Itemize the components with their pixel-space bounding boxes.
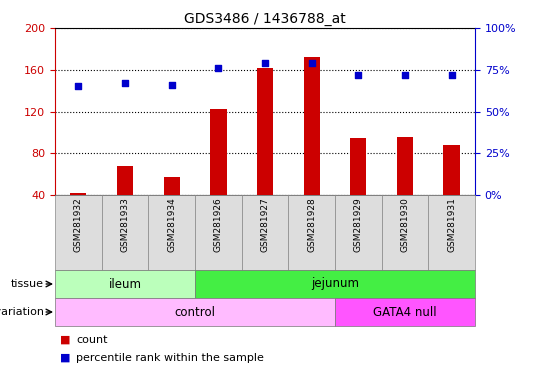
Bar [117,166,133,237]
Point [354,72,363,78]
Bar [210,109,226,237]
Bar [350,137,367,237]
Text: ■: ■ [60,353,71,363]
Bar [55,270,195,298]
Text: tissue: tissue [11,279,44,289]
Bar [335,195,382,270]
Point [447,72,456,78]
Bar [428,195,475,270]
Point [167,82,176,88]
Bar [55,298,335,326]
Bar [443,145,460,237]
Text: GSM281934: GSM281934 [167,197,176,252]
Bar [148,195,195,270]
Text: percentile rank within the sample: percentile rank within the sample [76,353,264,363]
Text: GSM281932: GSM281932 [74,197,83,252]
Bar [257,68,273,237]
Bar [397,137,413,237]
Bar [164,177,180,237]
Point [307,60,316,66]
Point [261,60,269,66]
Bar [242,195,288,270]
Point [120,80,129,86]
Text: ■: ■ [60,335,71,345]
Text: GSM281927: GSM281927 [260,197,269,252]
Bar [335,298,475,326]
Text: GSM281933: GSM281933 [120,197,130,252]
Bar [70,193,86,237]
Bar [288,195,335,270]
Text: GSM281931: GSM281931 [447,197,456,252]
Text: jejunum: jejunum [311,278,359,291]
Text: GATA4 null: GATA4 null [373,306,437,318]
Bar [102,195,148,270]
Text: genotype/variation: genotype/variation [0,307,44,317]
Text: count: count [76,335,107,345]
Text: ileum: ileum [109,278,141,291]
Title: GDS3486 / 1436788_at: GDS3486 / 1436788_at [184,12,346,26]
Bar [382,195,428,270]
Text: GSM281929: GSM281929 [354,197,363,252]
Point [214,65,222,71]
Bar [303,57,320,237]
Point [74,83,83,89]
Point [401,72,409,78]
Bar [195,270,475,298]
Text: GSM281930: GSM281930 [401,197,409,252]
Text: control: control [174,306,215,318]
Bar [195,195,242,270]
Text: GSM281928: GSM281928 [307,197,316,252]
Text: GSM281926: GSM281926 [214,197,223,252]
Bar [55,195,102,270]
